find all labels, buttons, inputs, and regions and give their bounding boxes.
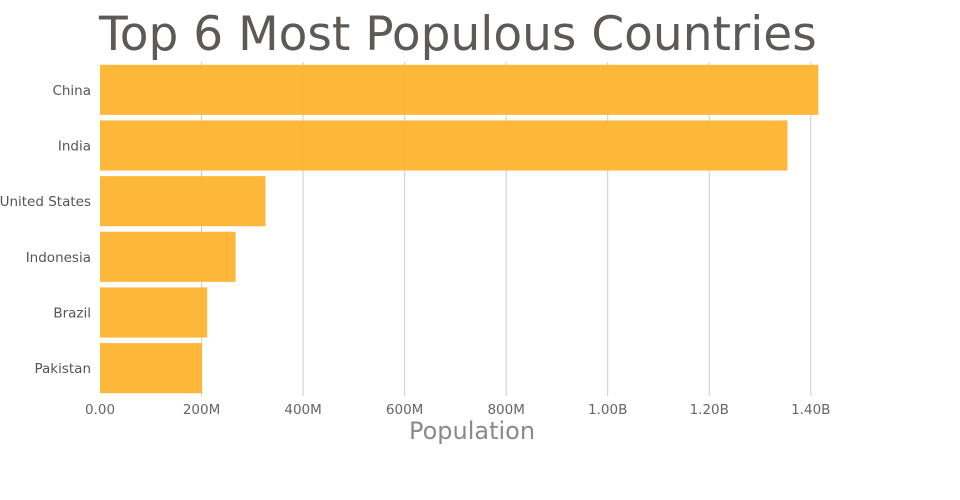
bar-indonesia — [100, 231, 236, 282]
bar-india — [100, 120, 788, 171]
category-label: Pakistan — [34, 361, 91, 377]
x-tick-label: 600M — [386, 402, 423, 418]
category-label: Brazil — [53, 306, 91, 322]
x-tick-labels: 0.00 200M 400M 600M 800M 1.00B 1.20B 1.40B — [85, 402, 830, 418]
x-tick-label: 800M — [487, 402, 524, 418]
x-tick-label: 400M — [284, 402, 321, 418]
gridlines — [201, 62, 812, 396]
category-label: India — [58, 139, 91, 155]
chart-title: Top 6 Most Populous Countries — [98, 7, 817, 62]
category-label: United States — [0, 194, 91, 210]
x-tick-label: 200M — [183, 402, 220, 418]
bar-china — [100, 64, 819, 115]
x-tick-label: 0.00 — [85, 402, 115, 418]
category-label: China — [52, 83, 91, 99]
bar-brazil — [100, 287, 208, 338]
x-tick-label: 1.00B — [588, 402, 627, 418]
x-tick-label: 1.40B — [791, 402, 830, 418]
category-labels: China India United States Indonesia Brazil Pa… — [0, 83, 91, 377]
bars — [100, 64, 819, 394]
bar-pakistan — [100, 343, 203, 394]
bar-united-states — [100, 176, 266, 227]
x-axis-title: Population — [409, 417, 535, 445]
x-tick-label: 1.20B — [690, 402, 729, 418]
category-label: Indonesia — [26, 250, 91, 266]
